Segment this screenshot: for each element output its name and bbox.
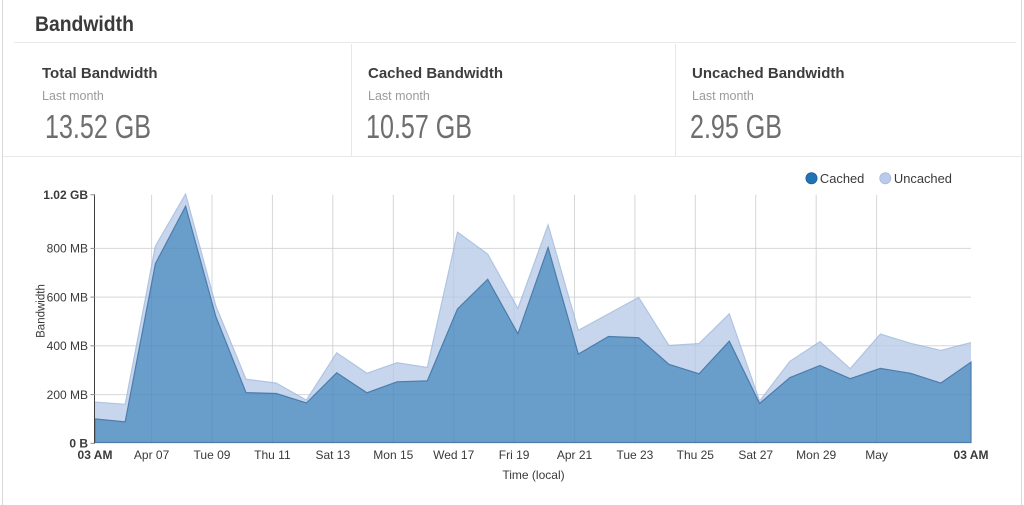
svg-text:May: May [865, 448, 888, 462]
svg-text:Sat 13: Sat 13 [315, 448, 350, 462]
svg-text:Thu 11: Thu 11 [254, 448, 291, 462]
svg-text:Apr 21: Apr 21 [557, 448, 593, 462]
svg-text:03 AM: 03 AM [954, 448, 989, 462]
svg-text:Mon 15: Mon 15 [373, 448, 413, 462]
svg-text:Thu 25: Thu 25 [677, 448, 715, 462]
svg-text:Sat 27: Sat 27 [738, 448, 773, 462]
svg-text:Bandwidth: Bandwidth [36, 284, 48, 338]
svg-text:Tue 23: Tue 23 [616, 448, 653, 462]
svg-text:Uncached: Uncached [894, 171, 952, 186]
svg-text:Wed 17: Wed 17 [433, 448, 474, 462]
svg-text:Apr 07: Apr 07 [134, 448, 170, 462]
svg-text:1.02 GB: 1.02 GB [43, 188, 88, 202]
svg-text:0 B: 0 B [69, 437, 88, 451]
svg-text:Mon 29: Mon 29 [796, 448, 836, 462]
svg-text:800 MB: 800 MB [47, 242, 88, 256]
svg-text:400 MB: 400 MB [47, 339, 88, 353]
svg-text:Fri 19: Fri 19 [499, 448, 530, 462]
svg-text:03 AM: 03 AM [78, 448, 113, 462]
svg-text:600 MB: 600 MB [47, 290, 88, 304]
svg-text:Cached: Cached [820, 171, 864, 186]
svg-text:Tue 09: Tue 09 [194, 448, 231, 462]
svg-text:200 MB: 200 MB [47, 388, 88, 402]
svg-text:Time (local): Time (local) [502, 468, 564, 482]
